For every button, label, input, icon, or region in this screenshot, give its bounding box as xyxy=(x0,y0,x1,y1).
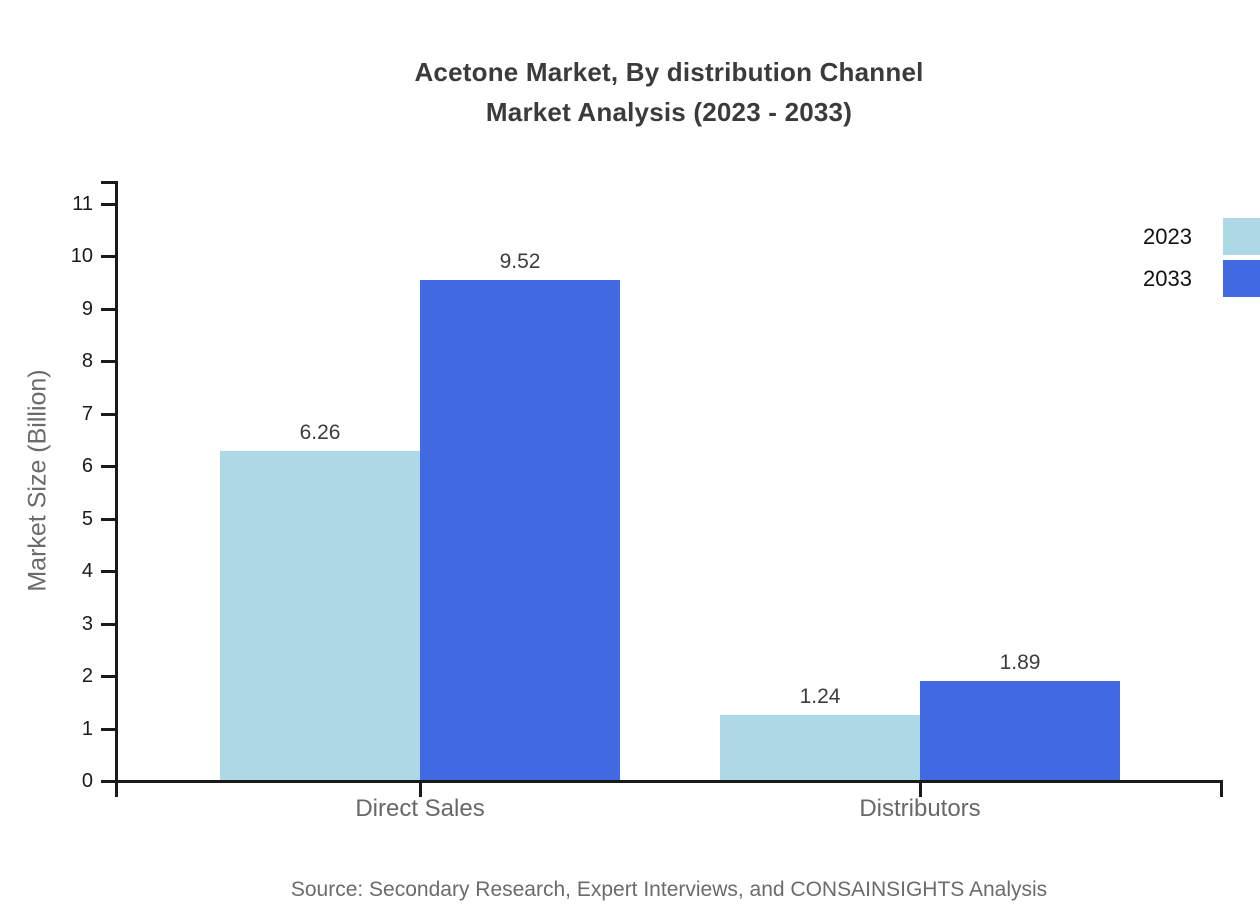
bar-2023-direct-sales xyxy=(220,451,420,780)
value-label: 9.52 xyxy=(499,250,541,273)
y-tick-label: 11 xyxy=(72,192,93,215)
legend-swatch-icon xyxy=(1223,260,1260,297)
x-tick xyxy=(419,783,422,797)
legend: 2023 2033 xyxy=(1143,218,1260,302)
y-tick xyxy=(101,570,115,573)
y-axis-line xyxy=(115,181,118,783)
y-tick xyxy=(101,780,115,783)
y-tick xyxy=(101,360,115,363)
y-tick xyxy=(101,412,115,416)
legend-label: 2033 xyxy=(1143,265,1192,291)
y-tick-label: 5 xyxy=(81,507,93,530)
value-label: 1.89 xyxy=(999,651,1041,674)
bar-2033-direct-sales xyxy=(420,280,620,780)
y-axis-end-cap xyxy=(101,181,115,184)
x-axis-right-cap xyxy=(1220,783,1223,797)
chart-title-line-1: Acetone Market, By distribution Channel xyxy=(414,57,924,87)
value-label: 1.24 xyxy=(799,685,841,708)
y-tick-label: 3 xyxy=(81,612,93,635)
bar-2033-distributors xyxy=(920,681,1120,780)
y-tick xyxy=(101,675,115,678)
legend-label: 2023 xyxy=(1143,223,1192,249)
y-tick xyxy=(101,465,115,468)
y-tick-label: 1 xyxy=(81,717,93,740)
y-tick-label: 6 xyxy=(81,455,93,477)
y-tick xyxy=(101,202,115,206)
y-tick-label: 4 xyxy=(81,560,93,582)
y-tick-label: 8 xyxy=(81,350,93,372)
y-tick-label: 9 xyxy=(81,297,93,320)
bar-2023-distributors xyxy=(720,715,920,780)
y-tick-label: 7 xyxy=(81,402,93,425)
legend-item-2033: 2033 xyxy=(1143,260,1260,297)
x-category-label: Distributors xyxy=(859,795,981,822)
y-tick-label: 2 xyxy=(81,665,93,687)
y-tick-label: 0 xyxy=(81,770,93,792)
legend-item-2023: 2023 xyxy=(1143,218,1260,255)
y-tick xyxy=(101,727,115,731)
x-axis-line xyxy=(115,780,1223,783)
x-tick xyxy=(919,783,922,797)
chart-title: Acetone Market, By distribution Channel … xyxy=(118,52,1220,132)
y-tick xyxy=(101,622,115,626)
y-tick-label: 10 xyxy=(70,245,93,267)
x-category-label: Direct Sales xyxy=(355,795,485,822)
y-tick xyxy=(101,307,115,311)
x-axis-left-cap xyxy=(115,783,118,797)
y-tick xyxy=(101,255,115,258)
source-note: Source: Secondary Research, Expert Inter… xyxy=(290,878,1048,901)
y-tick xyxy=(101,517,115,521)
value-label: 6.26 xyxy=(299,421,341,444)
legend-swatch-icon xyxy=(1223,218,1260,255)
y-axis-label: Market Size (Billion) xyxy=(23,369,52,592)
chart-title-line-2: Market Analysis (2023 - 2033) xyxy=(485,97,853,127)
